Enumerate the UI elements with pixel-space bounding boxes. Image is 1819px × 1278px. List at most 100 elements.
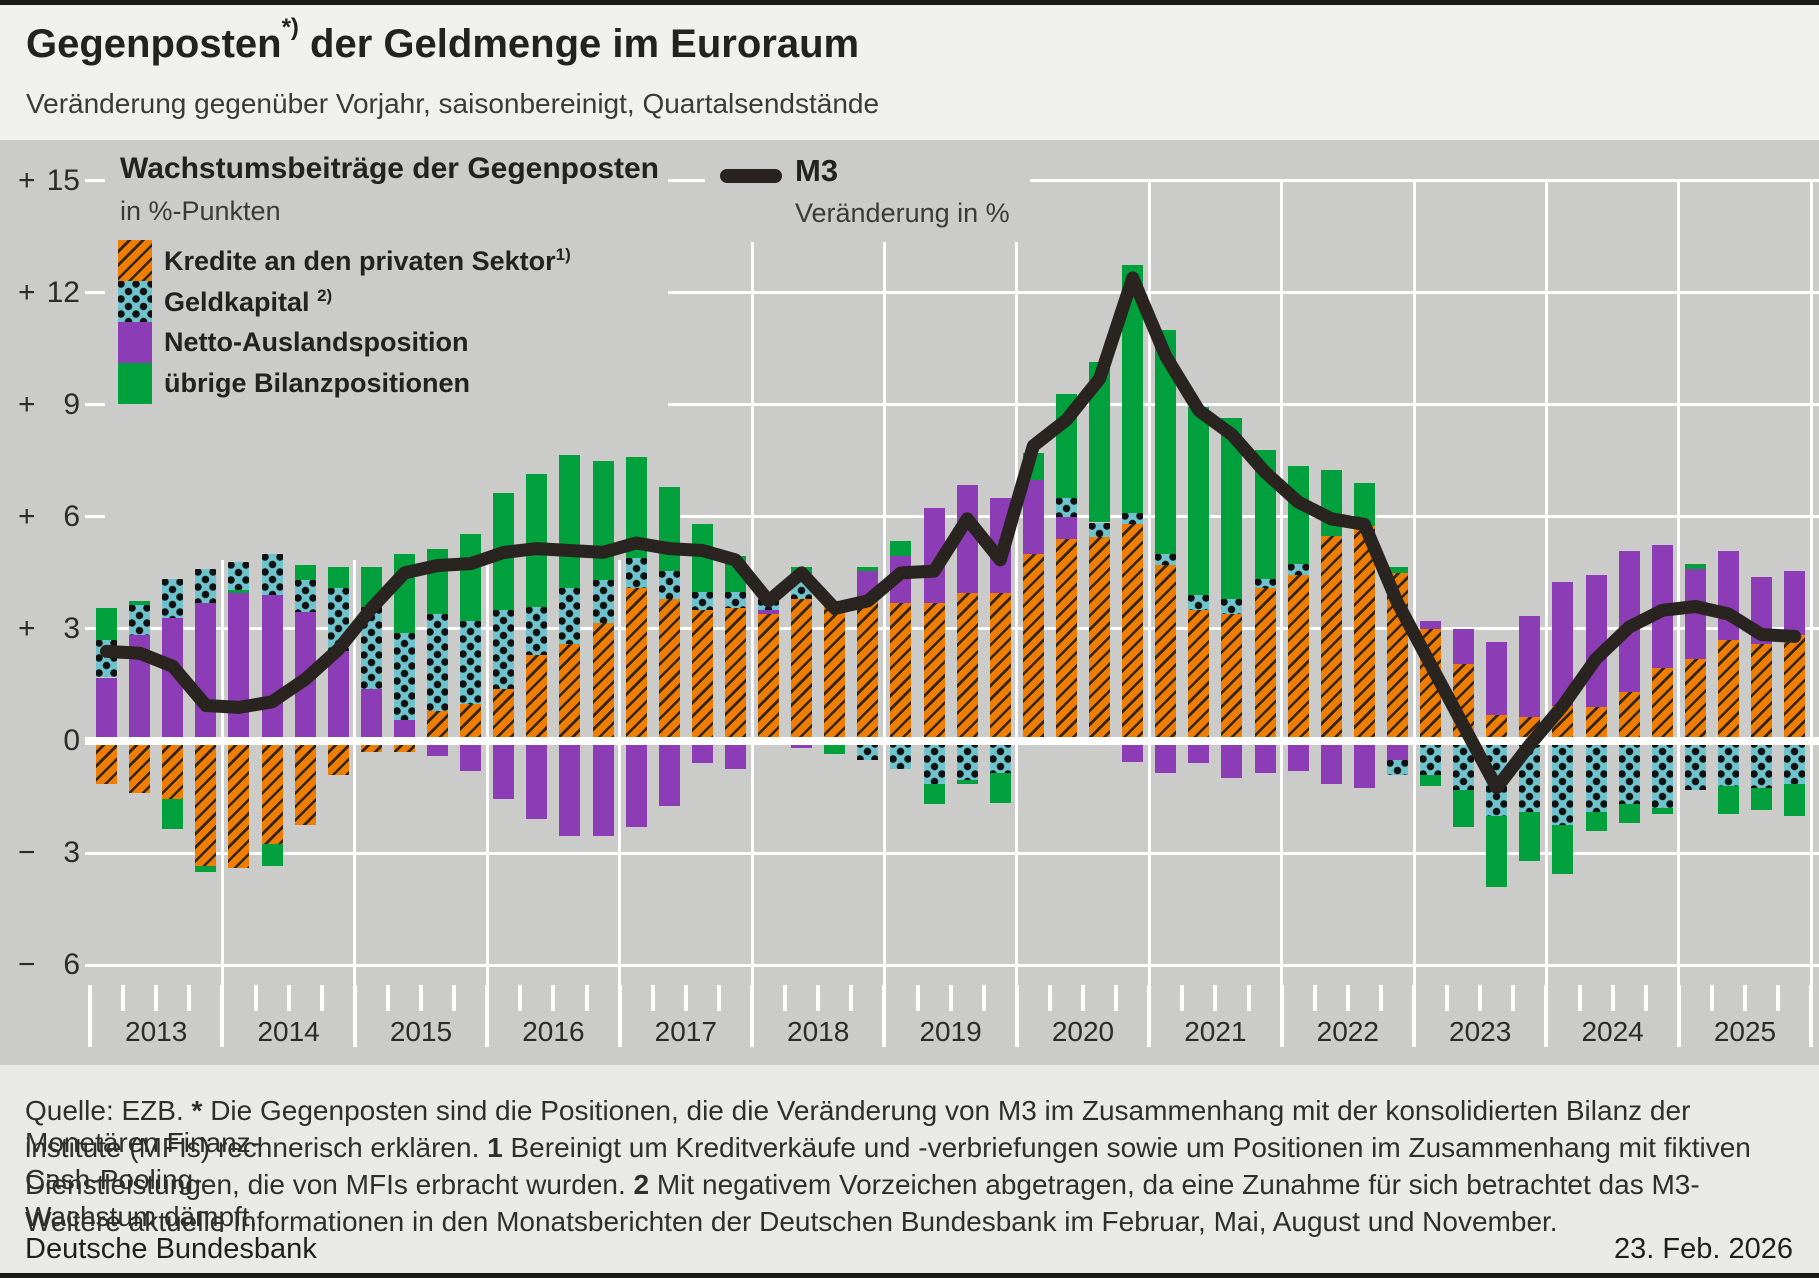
year-gridline xyxy=(353,180,357,985)
bar-segment-geld xyxy=(1784,741,1806,784)
bar-segment-kredite xyxy=(460,703,482,741)
gridline--6 xyxy=(85,963,1819,967)
quarter-tick xyxy=(716,985,721,1011)
bar-segment-geld xyxy=(1386,759,1408,775)
bar-segment-uebrige xyxy=(857,567,879,572)
footnote-line-3: Dienstleistungen, die von MFIs erbracht … xyxy=(25,1169,1700,1232)
year-label: 2019 xyxy=(919,1016,982,1047)
bar-segment-kredite xyxy=(327,741,349,775)
legend-swatch-netto-auslandsposition xyxy=(118,322,152,363)
bar-segment-uebrige xyxy=(1122,264,1144,514)
bar-segment-netto xyxy=(1386,741,1408,760)
bar-segment-geld xyxy=(228,561,250,590)
bar-segment-netto xyxy=(1684,569,1706,659)
bar-segment-kredite xyxy=(129,741,151,794)
quarter-tick xyxy=(253,985,258,1011)
bar-segment-uebrige xyxy=(691,524,713,592)
page-title: Gegenposten*) der Geldmenge im Euroraum xyxy=(26,14,859,67)
quarter-tick xyxy=(1445,985,1450,1011)
legend-swatch-uebrige-bilanzpositionen xyxy=(118,363,152,404)
quarter-tick xyxy=(1511,985,1516,1011)
quarter-tick xyxy=(551,985,556,1011)
bar-segment-geld xyxy=(526,606,548,656)
bar-segment-uebrige xyxy=(129,600,151,605)
bar-segment-geld xyxy=(427,614,449,712)
bar-segment-uebrige xyxy=(1089,361,1111,523)
bar-segment-geld xyxy=(1089,522,1111,538)
bar-segment-netto xyxy=(1254,741,1276,773)
quarter-tick xyxy=(683,985,688,1011)
quarter-tick xyxy=(1180,985,1185,1011)
bar-segment-geld xyxy=(989,741,1011,773)
bar-segment-netto xyxy=(393,720,415,741)
year-gridline xyxy=(1677,180,1681,985)
bar-segment-netto xyxy=(1188,741,1210,764)
bar-segment-uebrige xyxy=(1188,406,1210,596)
legend-unit-label: in %-Punkten xyxy=(120,196,281,226)
year-tick xyxy=(1147,985,1152,1047)
year-label: 2025 xyxy=(1713,1016,1777,1047)
bar-segment-geld xyxy=(1155,554,1177,566)
quarter-tick xyxy=(1478,985,1483,1011)
bar-segment-kredite xyxy=(493,688,515,741)
bar-segment-uebrige xyxy=(1353,483,1375,527)
bar-segment-netto xyxy=(1221,741,1243,779)
year-gridline xyxy=(1544,180,1548,985)
quarter-tick xyxy=(816,985,821,1011)
bar-segment-geld xyxy=(493,610,515,689)
gridline-6 xyxy=(85,515,1819,519)
year-tick xyxy=(88,985,92,1047)
year-tick xyxy=(1014,985,1019,1047)
bar-segment-netto xyxy=(162,617,184,741)
bar-segment-kredite xyxy=(592,623,614,741)
quarter-tick xyxy=(981,985,986,1011)
bar-segment-kredite xyxy=(758,614,780,741)
bar-segment-kredite xyxy=(1287,574,1309,741)
bar-segment-uebrige xyxy=(228,589,250,594)
bar-segment-kredite xyxy=(162,741,184,799)
bar-segment-uebrige xyxy=(261,843,283,867)
bar-segment-netto xyxy=(1486,642,1508,715)
quarter-tick xyxy=(1776,985,1781,1011)
bar-segment-netto xyxy=(625,741,647,827)
bar-segment-kredite xyxy=(658,599,680,741)
bar-segment-geld xyxy=(1751,741,1773,788)
publication-date: 23. Feb. 2026 xyxy=(1614,1233,1793,1265)
bar-segment-kredite xyxy=(824,600,846,741)
bar-segment-kredite xyxy=(1221,614,1243,741)
bar-segment-geld xyxy=(1684,741,1706,790)
bar-segment-kredite xyxy=(989,593,1011,741)
legend-title: Wachstumsbeiträge der Gegenposten xyxy=(120,152,660,185)
year-gridline xyxy=(1809,180,1813,985)
bar-segment-kredite xyxy=(1089,537,1111,741)
y-axis-label: +3 xyxy=(18,611,80,645)
bar-segment-netto xyxy=(1122,741,1144,762)
bar-segment-geld xyxy=(294,580,316,613)
quarter-tick xyxy=(1081,985,1085,1011)
bar-segment-kredite xyxy=(691,610,713,741)
bar-segment-netto xyxy=(1287,741,1309,771)
legend-label-geldkapital: Geldkapital 2) xyxy=(164,285,333,317)
bar-segment-kredite xyxy=(923,602,945,741)
bar-segment-geld xyxy=(1585,741,1607,812)
bar-segment-kredite xyxy=(625,587,647,741)
y-axis-label: +6 xyxy=(18,499,80,533)
quarter-tick xyxy=(1577,985,1582,1011)
bar-segment-netto xyxy=(592,741,614,837)
bar-segment-geld xyxy=(724,591,746,609)
legend-label-netto-auslandsposition: Netto-Auslandsposition xyxy=(164,327,469,357)
bar-segment-geld xyxy=(691,591,713,611)
year-label: 2021 xyxy=(1184,1016,1247,1047)
m3-line xyxy=(100,271,1802,795)
bar-segment-geld xyxy=(559,587,581,644)
bar-segment-geld xyxy=(1453,741,1475,790)
bar-segment-kredite xyxy=(1353,526,1375,741)
bar-segment-geld xyxy=(890,741,912,769)
year-gridline xyxy=(1280,180,1284,985)
bar-segment-kredite xyxy=(96,741,118,784)
year-tick xyxy=(750,985,754,1047)
bar-segment-uebrige xyxy=(923,783,945,805)
year-tick xyxy=(485,985,490,1047)
y-axis-label: +12 xyxy=(18,275,80,309)
bar-segment-kredite xyxy=(228,741,250,868)
